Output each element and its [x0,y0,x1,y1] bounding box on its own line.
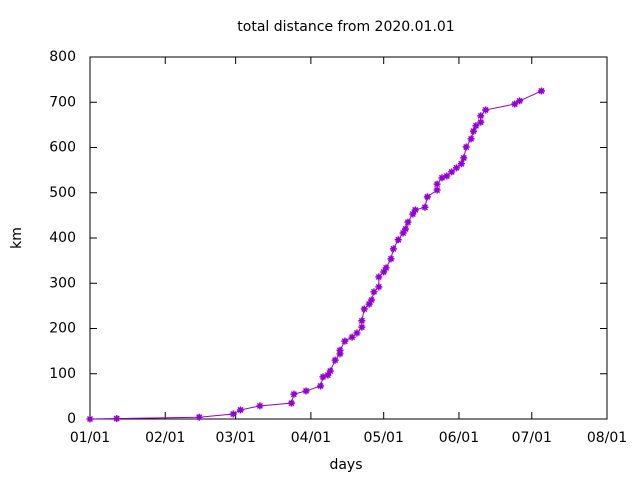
data-point [511,100,519,108]
data-point [477,118,485,126]
data-point [348,333,356,341]
data-point [380,268,388,276]
y-tick-label: 400 [49,230,76,246]
data-point [516,97,524,105]
x-tick-label: 02/01 [145,430,185,446]
data-point [394,236,402,244]
data-point [453,164,461,172]
data-point [462,143,470,151]
y-tick-label: 600 [49,140,76,156]
data-point [290,390,298,398]
data-point [411,206,419,214]
y-tick-label: 700 [49,94,76,110]
data-point [443,172,451,180]
data-point [195,413,203,421]
data-point [336,346,344,354]
y-tick-label: 800 [49,49,76,65]
data-point [448,168,456,176]
data-point [86,415,94,423]
data-point [341,337,349,345]
data-point [387,255,395,263]
data-point [402,225,410,233]
data-point [438,174,446,182]
x-tick-label: 07/01 [512,430,552,446]
data-point [467,135,475,143]
data-point [256,402,264,410]
data-point [460,154,468,162]
data-point [326,367,334,375]
data-point [375,283,383,291]
x-tick-label: 03/01 [215,430,255,446]
data-point [472,122,480,130]
y-tick-label: 500 [49,185,76,201]
data-point [433,180,441,188]
data-point [421,203,429,211]
data-point [457,160,465,168]
data-point [382,264,390,272]
data-point [317,382,325,390]
data-point [404,218,412,226]
x-tick-label: 04/01 [291,430,331,446]
data-point [319,373,327,381]
data-point [360,305,368,313]
data-point [375,273,383,281]
chart-title: total distance from 2020.01.01 [237,19,454,35]
data-point [368,296,376,304]
data-point [537,87,545,95]
x-tick-label: 08/01 [587,430,627,446]
data-point [477,112,485,120]
y-axis-label: km [9,227,25,249]
data-point [229,410,237,418]
data-point [324,371,332,379]
data-point [370,288,378,296]
y-tick-label: 300 [49,275,76,291]
data-point [336,350,344,358]
data-point [482,106,490,114]
data-point [389,245,397,253]
x-tick-label: 01/01 [70,430,110,446]
data-point [287,399,295,407]
data-point [423,193,431,201]
data-point [353,329,361,337]
data-point [113,415,121,423]
y-tick-label: 100 [49,366,76,382]
y-tick-label: 0 [67,411,76,427]
x-tick-label: 06/01 [439,430,479,446]
data-point [399,229,407,237]
data-point [236,406,244,414]
y-tick-label: 200 [49,321,76,337]
data-point [358,323,366,331]
data-point [433,186,441,194]
data-point [409,210,417,218]
data-point [331,356,339,364]
data-point [470,127,478,135]
data-point [302,387,310,395]
x-tick-label: 05/01 [364,430,404,446]
x-axis-label: days [329,457,362,473]
data-point [358,317,366,325]
data-point [365,300,373,308]
